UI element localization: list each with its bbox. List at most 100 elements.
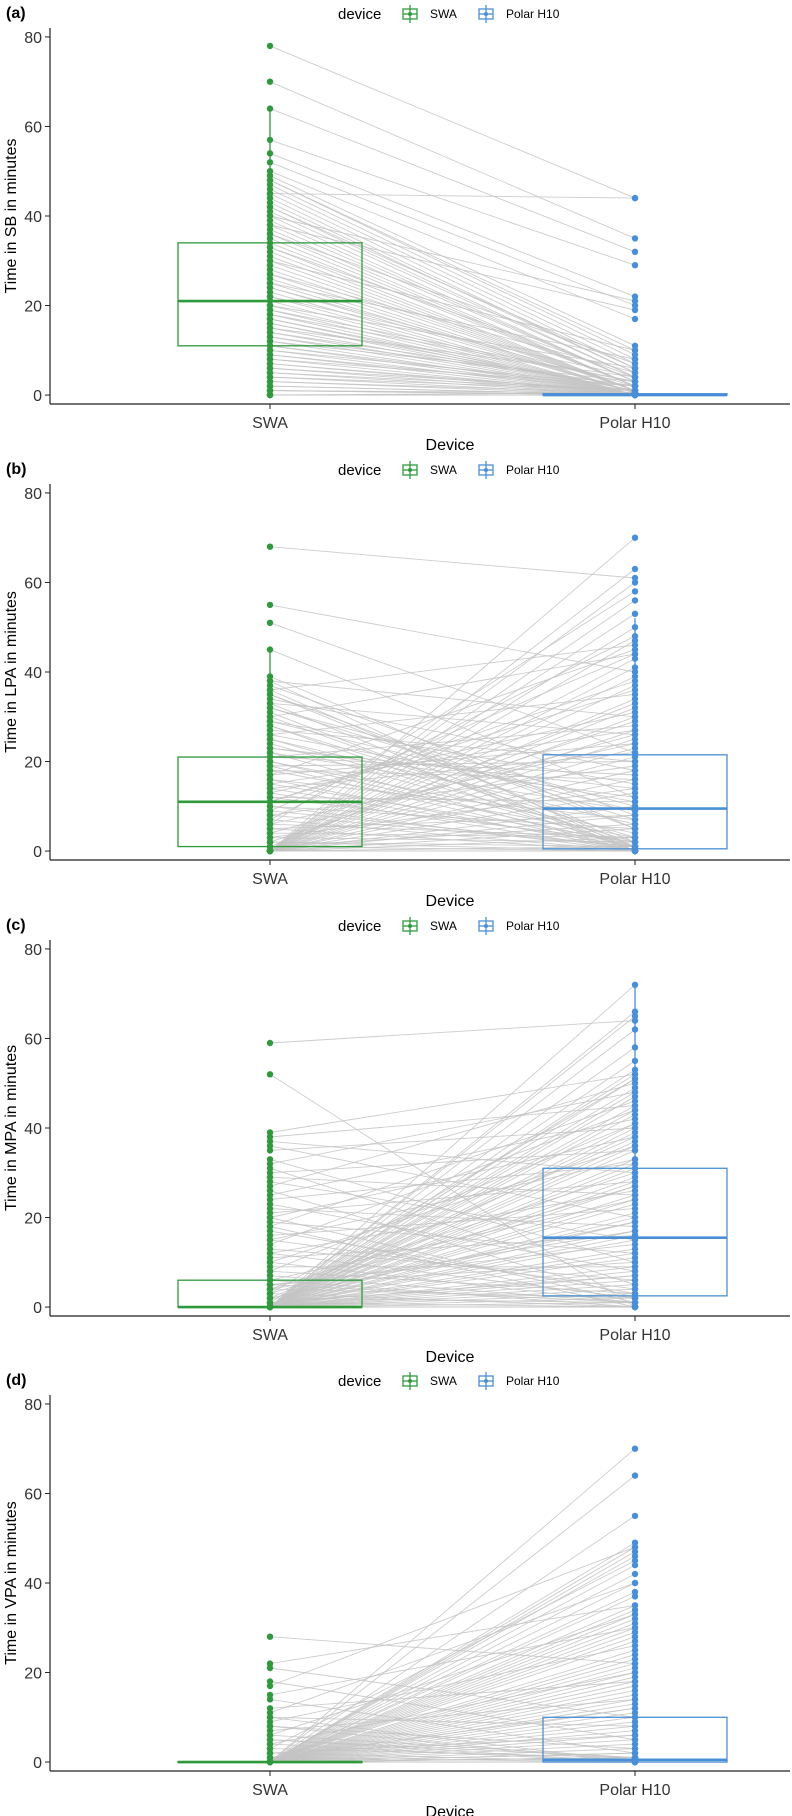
point-swa [266,271,274,278]
point-polar [631,1678,639,1685]
paired-line [269,1712,636,1763]
point-swa [266,1691,274,1699]
paired-line [269,1239,636,1290]
point-polar [631,794,639,801]
point-swa [266,360,274,367]
point-polar [631,1740,639,1748]
point-swa [266,1259,274,1266]
point-swa [266,1142,274,1150]
paired-line [269,658,636,852]
point-swa [266,1205,274,1212]
point-polar [631,1303,639,1311]
paired-line [269,1613,636,1736]
point-swa [266,387,274,394]
legend-dot [484,1379,488,1383]
paired-line [269,108,636,253]
point-swa [266,1709,274,1717]
points [266,42,639,399]
point-polar [631,347,639,354]
point-polar [631,1187,639,1194]
point-swa [266,695,274,703]
point-polar [631,722,639,729]
legend-key-polar [478,461,494,479]
point-polar [631,1277,639,1284]
point-polar [631,1147,639,1154]
point-swa [266,333,274,341]
chart-panel-2: (b) device SWA Polar H10 0 20 40 60 80 SWA Polar H… [3,461,790,910]
paired-line [269,1163,636,1201]
point-swa [266,347,274,354]
point-swa [266,1678,274,1685]
paired-line [269,1515,636,1763]
paired-line [269,358,636,396]
point-polar [631,1299,639,1306]
point-swa [266,1250,274,1257]
point-polar [631,704,639,711]
point-polar [631,1227,639,1235]
paired-line [269,1149,636,1308]
x-axis-title: Device [426,1349,475,1366]
point-swa [266,1071,274,1078]
point-swa [266,713,274,720]
point-swa [266,762,274,770]
point-polar [631,1285,639,1293]
legend-label-polar: Polar H10 [506,1374,560,1388]
point-polar [631,1745,639,1752]
point-polar [631,373,639,381]
legend-key-polar [478,5,494,23]
point-polar [631,709,639,716]
paired-line [269,206,636,369]
y-tick-label: 80 [24,1397,42,1414]
point-polar [631,1557,639,1564]
point-polar [631,1250,639,1257]
point-swa [266,356,274,363]
point-polar [631,387,639,394]
paired-line [269,1622,636,1763]
point-polar [631,843,639,850]
point-polar [631,1268,639,1275]
paired-line [269,1618,636,1763]
point-polar [631,1232,639,1239]
point-polar [631,807,639,814]
paired-line [269,327,636,378]
point-polar [631,597,639,604]
paired-line [269,1604,636,1665]
point-swa [266,365,274,372]
point-swa [266,78,274,85]
point-swa [266,302,274,309]
point-polar [631,641,639,649]
y-tick-label: 20 [24,1666,42,1683]
point-swa [266,1178,274,1185]
point-polar [631,1705,639,1712]
point-polar [631,1709,639,1717]
panel-label: (b) [6,461,26,478]
paired-line [269,1136,636,1299]
point-polar [631,315,639,323]
paired-line [269,770,636,852]
legend-dot [484,468,488,472]
paired-line [269,1266,636,1308]
paired-line [269,1604,636,1763]
point-swa [266,105,274,112]
paired-line [269,1640,636,1763]
paired-line [269,1181,636,1308]
paired-line [269,1185,636,1308]
point-swa [266,1758,274,1766]
point-polar [631,1682,639,1690]
point-polar [631,695,639,703]
point-polar [631,306,639,314]
paired-line [269,537,636,852]
point-polar [631,816,639,823]
paired-line [269,1091,636,1308]
legend-label-polar: Polar H10 [506,463,560,477]
point-polar [631,565,639,573]
point-swa [266,1285,274,1293]
paired-line [269,1011,636,1308]
paired-line [269,729,636,785]
paired-line [269,170,636,320]
point-polar [631,1124,639,1132]
panel-label: (c) [6,917,26,934]
point-polar [631,1664,639,1672]
point-polar [631,1200,639,1208]
